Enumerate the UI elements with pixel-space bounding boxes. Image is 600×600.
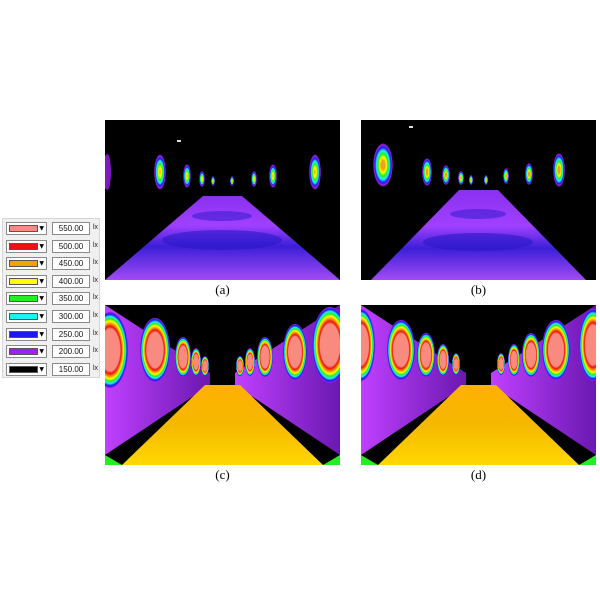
value-field-250[interactable]: 250.00 xyxy=(52,327,90,341)
dropdown-arrow-icon: ▼ xyxy=(39,330,44,338)
render-panel-d xyxy=(361,305,596,465)
color-swatch-450 xyxy=(9,260,38,268)
color-picker-150[interactable]: ▼ xyxy=(6,362,47,376)
color-swatch-500 xyxy=(9,242,38,250)
render-panel-c xyxy=(105,305,340,465)
value-field-150[interactable]: 150.00 xyxy=(52,362,90,376)
illuminance-legend: ▼ 550.00 lx ▼ 500.00 lx ▼ 450.00 lx ▼ 40… xyxy=(2,218,100,378)
legend-row-400: ▼ 400.00 lx xyxy=(3,273,101,291)
unit-label: lx xyxy=(93,347,99,355)
dropdown-arrow-icon: ▼ xyxy=(39,295,44,303)
value-field-550[interactable]: 550.00 xyxy=(52,222,90,235)
caption-b: (b) xyxy=(470,282,487,297)
color-swatch-150 xyxy=(9,365,38,373)
unit-label: lx xyxy=(93,329,99,337)
value-field-400[interactable]: 400.00 xyxy=(52,274,90,288)
color-picker-400[interactable]: ▼ xyxy=(6,274,47,288)
corridor-render-d xyxy=(361,305,596,465)
corridor-render-c xyxy=(105,305,340,465)
legend-row-500: ▼ 500.00 lx xyxy=(3,238,101,256)
corridor-render-b xyxy=(361,120,596,280)
unit-label: lx xyxy=(93,241,99,249)
color-swatch-300 xyxy=(9,313,38,320)
color-picker-550[interactable]: ▼ xyxy=(6,222,47,235)
color-picker-350[interactable]: ▼ xyxy=(6,292,47,306)
color-swatch-550 xyxy=(9,225,38,232)
caption-d: (d) xyxy=(470,467,487,482)
unit-label: lx xyxy=(93,259,99,267)
value-field-300[interactable]: 300.00 xyxy=(52,310,90,323)
dropdown-arrow-icon: ▼ xyxy=(39,365,44,373)
dropdown-arrow-icon: ▼ xyxy=(39,242,44,250)
color-picker-450[interactable]: ▼ xyxy=(6,257,47,271)
legend-row-350: ▼ 350.00 lx xyxy=(3,290,101,308)
legend-row-200: ▼ 200.00 lx xyxy=(3,343,101,361)
color-picker-200[interactable]: ▼ xyxy=(6,345,47,359)
caption-a: (a) xyxy=(215,282,230,297)
render-panel-b xyxy=(361,120,596,280)
color-swatch-350 xyxy=(9,295,38,303)
corridor-render-a xyxy=(105,120,340,280)
render-panel-a xyxy=(105,120,340,280)
value-field-450[interactable]: 450.00 xyxy=(52,257,90,271)
dropdown-arrow-icon: ▼ xyxy=(39,260,44,268)
legend-row-250: ▼ 250.00 lx xyxy=(3,326,101,344)
dropdown-arrow-icon: ▼ xyxy=(39,348,44,356)
dropdown-arrow-icon: ▼ xyxy=(39,277,44,285)
legend-row-150: ▼ 150.00 lx xyxy=(3,361,101,379)
color-swatch-400 xyxy=(9,277,38,285)
unit-label: lx xyxy=(93,312,99,319)
value-field-500[interactable]: 500.00 xyxy=(52,239,90,253)
legend-row-300: ▼ 300.00 lx xyxy=(3,308,101,326)
color-swatch-250 xyxy=(9,330,38,338)
color-swatch-200 xyxy=(9,348,38,356)
color-picker-300[interactable]: ▼ xyxy=(6,310,47,323)
color-picker-250[interactable]: ▼ xyxy=(6,327,47,341)
color-picker-500[interactable]: ▼ xyxy=(6,239,47,253)
value-field-200[interactable]: 200.00 xyxy=(52,345,90,359)
value-field-350[interactable]: 350.00 xyxy=(52,292,90,306)
unit-label: lx xyxy=(93,224,99,231)
dropdown-arrow-icon: ▼ xyxy=(39,313,44,320)
dropdown-arrow-icon: ▼ xyxy=(39,225,44,232)
caption-c: (c) xyxy=(215,467,230,482)
unit-label: lx xyxy=(93,294,99,302)
legend-row-450: ▼ 450.00 lx xyxy=(3,255,101,273)
unit-label: lx xyxy=(93,276,99,284)
unit-label: lx xyxy=(93,364,99,372)
legend-row-550: ▼ 550.00 lx xyxy=(3,220,101,238)
